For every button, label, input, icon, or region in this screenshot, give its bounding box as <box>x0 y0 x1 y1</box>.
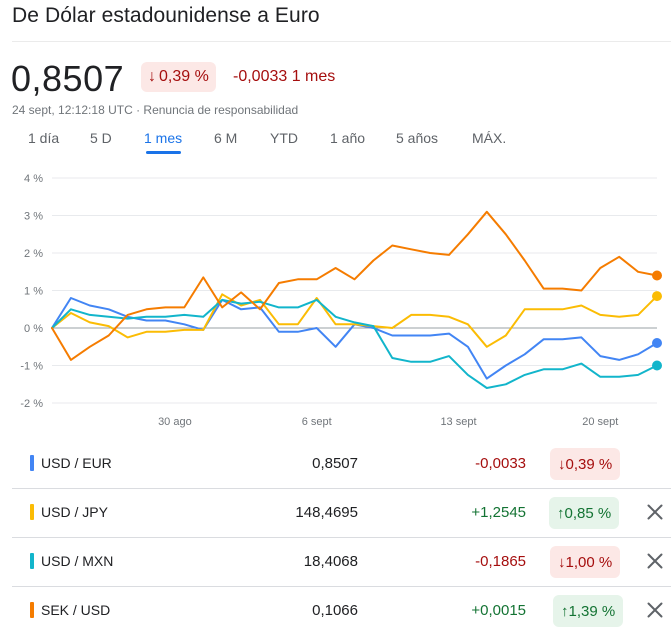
series-end-marker-3 <box>652 270 662 281</box>
exchange-rate: 0,8507 <box>312 455 358 472</box>
range-selected-indicator <box>146 151 181 154</box>
rate-change: -0,1865 <box>475 553 526 570</box>
series-color-swatch <box>30 553 34 569</box>
close-icon[interactable] <box>644 599 666 621</box>
comparison-row[interactable]: USD / EUR 0,8507 -0,0033 ↓ 0,39 % <box>12 440 671 489</box>
page-title: De Dólar estadounidense a Euro <box>12 4 320 27</box>
exchange-rate: 148,4695 <box>295 504 358 521</box>
arrow-down-icon: ↓ <box>558 553 566 571</box>
arrow-up-icon: ↑ <box>561 602 569 620</box>
close-icon[interactable] <box>644 501 666 523</box>
percent-change-value: 0,39 % <box>565 455 613 473</box>
title-divider <box>12 41 671 42</box>
series-line-1 <box>51 293 658 348</box>
series-line-3 <box>51 210 658 361</box>
chart-x-axis: 30 ago 6 sept 13 sept 20 sept <box>158 416 618 428</box>
price-meta: 24 sept, 12:12:18 UTC · Renuncia de resp… <box>12 103 298 117</box>
range-tab-6m[interactable]: 6 M <box>214 130 238 146</box>
exchange-rate: 18,4068 <box>303 553 358 570</box>
range-tab-5d[interactable]: 5 D <box>90 130 112 146</box>
percent-change-badge: ↓ 1,00 % <box>550 546 621 578</box>
arrow-up-icon: ↑ <box>557 504 565 522</box>
timestamp: 24 sept, 12:12:18 UTC <box>12 103 133 117</box>
range-tab-max[interactable]: MÁX. <box>472 130 507 146</box>
series-end-marker-2 <box>652 360 662 371</box>
percent-change-badge: ↓ 0,39 % <box>550 448 621 480</box>
meta-separator: · <box>132 103 144 117</box>
arrow-down-icon: ↓ <box>558 455 566 473</box>
percent-change-value: 1,39 % <box>568 602 616 620</box>
comparison-row[interactable]: SEK / USD 0,1066 +0,0015 ↑ 1,39 % <box>12 587 671 628</box>
percent-change-badge: ↓ 0,39 % <box>141 62 216 92</box>
range-tab-ytd[interactable]: YTD <box>270 130 298 146</box>
currency-pair: USD / EUR <box>41 455 112 471</box>
series-color-swatch <box>30 602 34 618</box>
comparison-row[interactable]: USD / JPY 148,4695 +1,2545 ↑ 0,85 % <box>12 489 671 538</box>
chart-series <box>51 210 662 389</box>
x-tick-label: 20 sept <box>582 416 618 428</box>
range-tab-1d[interactable]: 1 día <box>28 130 60 146</box>
current-price: 0,8507 <box>11 58 125 99</box>
range-tab-5y[interactable]: 5 años <box>396 130 439 146</box>
row-divider <box>12 537 671 538</box>
range-tab-1m[interactable]: 1 mes <box>144 130 183 146</box>
close-icon[interactable] <box>644 550 666 572</box>
currency-pair: USD / MXN <box>41 553 114 569</box>
rate-change: +0,0015 <box>471 602 526 619</box>
y-tick-label: 0 % <box>24 323 43 335</box>
percent-change-value: 0,39 % <box>159 68 209 85</box>
absolute-change: -0,0033 1 mes <box>233 68 336 85</box>
currency-pair: USD / JPY <box>41 504 108 520</box>
y-tick-label: 2 % <box>24 248 43 260</box>
percent-change-badge: ↑ 1,39 % <box>553 595 624 627</box>
exchange-rate: 0,1066 <box>312 602 358 619</box>
disclaimer-link[interactable]: Renuncia de responsabilidad <box>143 103 299 117</box>
rate-change: +1,2545 <box>471 504 526 521</box>
x-tick-label: 30 ago <box>158 416 192 428</box>
x-tick-label: 6 sept <box>302 416 332 428</box>
rate-change: -0,0033 <box>475 455 526 472</box>
percent-change-value: 1,00 % <box>565 553 613 571</box>
y-tick-label: -1 % <box>20 361 43 373</box>
series-color-swatch <box>30 455 34 471</box>
row-divider <box>12 586 671 587</box>
y-tick-label: -2 % <box>20 398 43 410</box>
arrow-down-icon: ↓ <box>148 68 156 85</box>
series-line-2 <box>51 298 658 389</box>
y-tick-label: 3 % <box>24 211 43 223</box>
row-divider <box>12 488 671 489</box>
percent-change-badge: ↑ 0,85 % <box>549 497 620 529</box>
percent-change-value: 0,85 % <box>564 504 612 522</box>
y-tick-label: 1 % <box>24 286 43 298</box>
y-tick-label: 4 % <box>24 173 43 185</box>
comparison-row[interactable]: USD / MXN 18,4068 -0,1865 ↓ 1,00 % <box>12 538 671 587</box>
x-tick-label: 13 sept <box>440 416 476 428</box>
chart-y-axis: 4 % 3 % 2 % 1 % 0 % -1 % -2 % <box>20 173 43 410</box>
series-end-marker-1 <box>652 291 662 302</box>
chart-grid <box>52 177 657 404</box>
currency-pair: SEK / USD <box>41 602 111 618</box>
series-color-swatch <box>30 504 34 520</box>
series-end-marker-0 <box>652 338 662 348</box>
comparison-chart: 4 % 3 % 2 % 1 % 0 % -1 % -2 % 30 ago 6 sept 13 s… <box>20 173 662 428</box>
range-tab-1y[interactable]: 1 año <box>330 130 366 146</box>
